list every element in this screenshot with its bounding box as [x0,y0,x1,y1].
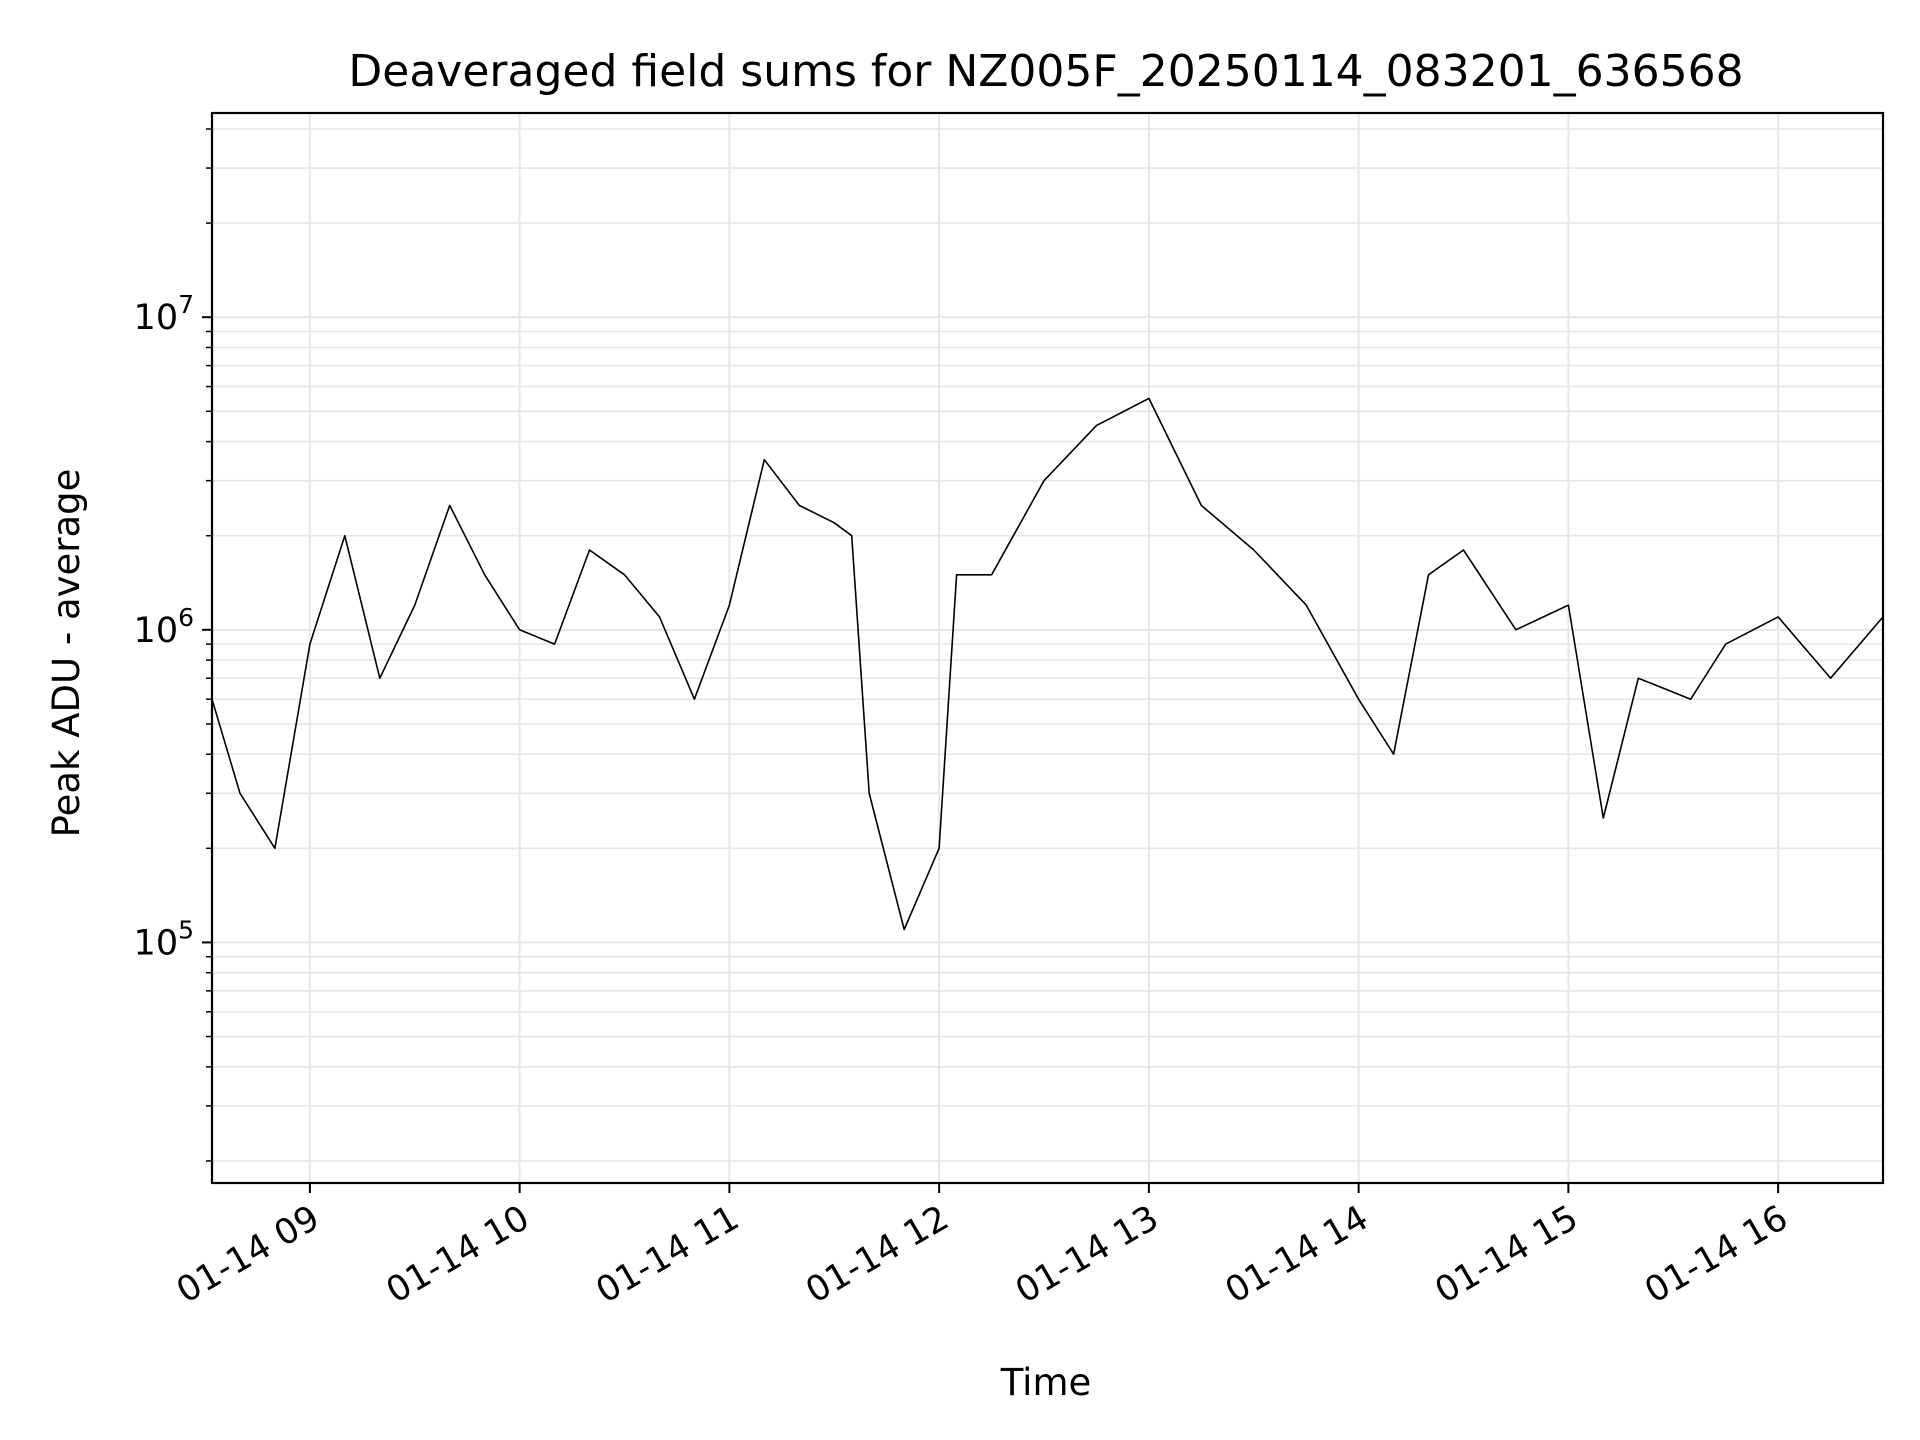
y-tick-label: 105 [134,915,194,963]
y-tick-label: 107 [134,290,194,338]
axes-frame [210,111,1885,1185]
data-series-line [211,397,1884,931]
x-axis-label: Time [1000,1361,1092,1404]
y-axis-label: Peak ADU - average [45,469,88,838]
y-tick-label: 106 [134,603,194,651]
chart-title: Deaveraged field sums for NZ005F_2025011… [348,46,1743,97]
